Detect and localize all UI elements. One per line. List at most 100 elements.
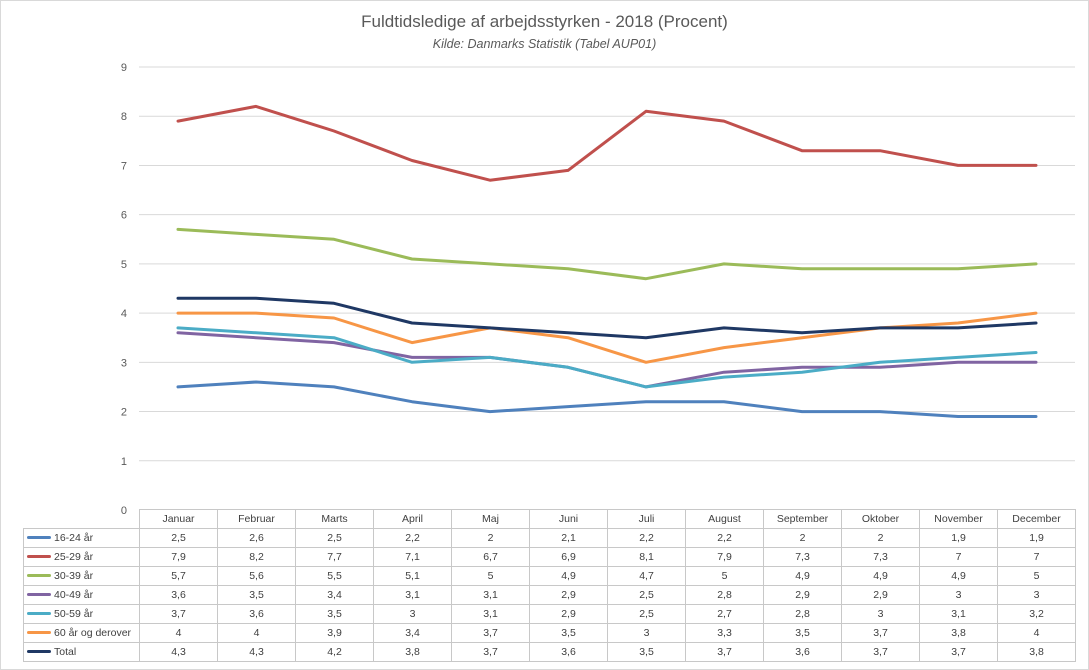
data-label: 3,4 (373, 623, 452, 643)
data-label: 3,5 (529, 623, 608, 643)
table-row: 50-59 år 3,7 3,6 3,5 3 3,1 2,9 2,5 2,7 2,8 3 3,1 3,2 (23, 604, 1076, 624)
data-label: 2,8 (763, 604, 842, 624)
gridlines (139, 66, 1075, 462)
data-label: 2,9 (529, 604, 608, 624)
data-label: 3,1 (373, 585, 452, 605)
data-label: 2,9 (841, 585, 920, 605)
y-tick-label: 2 (121, 407, 127, 419)
data-label: 4 (139, 623, 218, 643)
data-label: 5,6 (217, 566, 296, 586)
data-label: 3,5 (763, 623, 842, 643)
data-table: Januar Februar Marts April Maj Juni Juli August… (23, 509, 1076, 662)
data-label: 3,6 (139, 585, 218, 605)
chart-subtitle: Kilde: Danmarks Statistik (Tabel AUP01) (432, 37, 657, 51)
data-label: 8,2 (217, 547, 296, 567)
y-tick-label: 1 (121, 456, 127, 468)
series-name: 16-24 år (23, 528, 140, 548)
data-label: 7,7 (295, 547, 374, 567)
data-label: 2,7 (685, 604, 764, 624)
data-label: 3,5 (217, 585, 296, 605)
data-label: 2 (763, 528, 842, 548)
data-label: 3 (373, 604, 452, 624)
data-label: 3,7 (451, 623, 530, 643)
legend-key (27, 592, 51, 596)
series-name: 50-59 år (23, 604, 140, 624)
y-tick-label: 9 (121, 62, 127, 74)
data-label: 3,8 (373, 642, 452, 662)
table-row: 60 år og derover 4 4 3,9 3,4 3,7 3,5 3 3,3 3,5 3,7… (23, 623, 1076, 643)
y-tick-label: 7 (121, 160, 127, 172)
y-tick-label: 8 (121, 111, 127, 123)
x-category-label: Juni (529, 509, 608, 529)
data-label: 6,9 (529, 547, 608, 567)
chart-title: Fuldtidsledige af arbejdsstyrken - 2018 … (361, 12, 728, 31)
data-label: 3,1 (451, 585, 530, 605)
data-label: 3,7 (841, 623, 920, 643)
data-label: 4 (217, 623, 296, 643)
data-label: 4,3 (139, 642, 218, 662)
data-label: 3,4 (295, 585, 374, 605)
data-label: 3,8 (919, 623, 998, 643)
data-label: 3,1 (919, 604, 998, 624)
data-label: 2,5 (295, 528, 374, 548)
legend-key (27, 573, 51, 577)
data-label: 2,5 (139, 528, 218, 548)
data-label: 2 (841, 528, 920, 548)
data-label: 3,3 (685, 623, 764, 643)
data-label: 3,5 (295, 604, 374, 624)
data-label: 4 (997, 623, 1076, 643)
series-name: 25-29 år (23, 547, 140, 567)
data-label: 6,7 (451, 547, 530, 567)
data-label: 2,9 (763, 585, 842, 605)
data-label: 3,5 (607, 642, 686, 662)
table-row: 16-24 år 2,5 2,6 2,5 2,2 2 2,1 2,2 2,2 2 2 1,9 1,9 (23, 528, 1076, 548)
data-label: 3 (919, 585, 998, 605)
y-tick-label: 4 (121, 308, 127, 320)
data-label: 7,3 (841, 547, 920, 567)
x-category-label: August (685, 509, 764, 529)
data-label: 3 (997, 585, 1076, 605)
legend-key (27, 554, 51, 558)
series-name: 40-49 år (23, 585, 140, 605)
data-label: 3,6 (529, 642, 608, 662)
data-label: 4,3 (217, 642, 296, 662)
data-label: 7 (997, 547, 1076, 567)
data-label: 5,5 (295, 566, 374, 586)
data-label: 3,1 (451, 604, 530, 624)
data-label: 7 (919, 547, 998, 567)
data-label: 2,1 (529, 528, 608, 548)
legend-key (27, 649, 51, 653)
data-label: 2,2 (373, 528, 452, 548)
series-line (176, 311, 1038, 364)
data-label: 2,9 (529, 585, 608, 605)
x-category-label: November (919, 509, 998, 529)
series-line (176, 227, 1038, 281)
data-label: 3 (841, 604, 920, 624)
series-name: 30-39 år (23, 566, 140, 586)
data-label: 3 (607, 623, 686, 643)
series-name: Total (23, 642, 140, 662)
data-label: 3,9 (295, 623, 374, 643)
table-row: 25-29 år 7,9 8,2 7,7 7,1 6,7 6,9 8,1 7,9 7,3 7,3 7 7 (23, 547, 1076, 567)
y-tick-label: 5 (121, 259, 127, 271)
y-tick-label: 6 (121, 210, 127, 222)
data-label: 4,9 (529, 566, 608, 586)
x-category-label: Juli (607, 509, 686, 529)
table-row: 40-49 år 3,6 3,5 3,4 3,1 3,1 2,9 2,5 2,8 2,9 2,9 3 3 (23, 585, 1076, 605)
table-row: 30-39 år 5,7 5,6 5,5 5,1 5 4,9 4,7 5 4,9 4,9 4,9 5 (23, 566, 1076, 586)
data-label: 3,6 (763, 642, 842, 662)
data-label: 2,8 (685, 585, 764, 605)
series-lines (176, 104, 1038, 418)
data-label: 3,8 (997, 642, 1076, 662)
data-label: 3,7 (919, 642, 998, 662)
data-label: 3,6 (217, 604, 296, 624)
data-label: 8,1 (607, 547, 686, 567)
table-corner (23, 509, 140, 529)
series-line (176, 326, 1038, 389)
data-label: 3,7 (841, 642, 920, 662)
data-label: 3,7 (451, 642, 530, 662)
data-label: 5 (685, 566, 764, 586)
series-name: 60 år og derover (23, 623, 140, 643)
x-category-label: Marts (295, 509, 374, 529)
data-label: 1,9 (997, 528, 1076, 548)
